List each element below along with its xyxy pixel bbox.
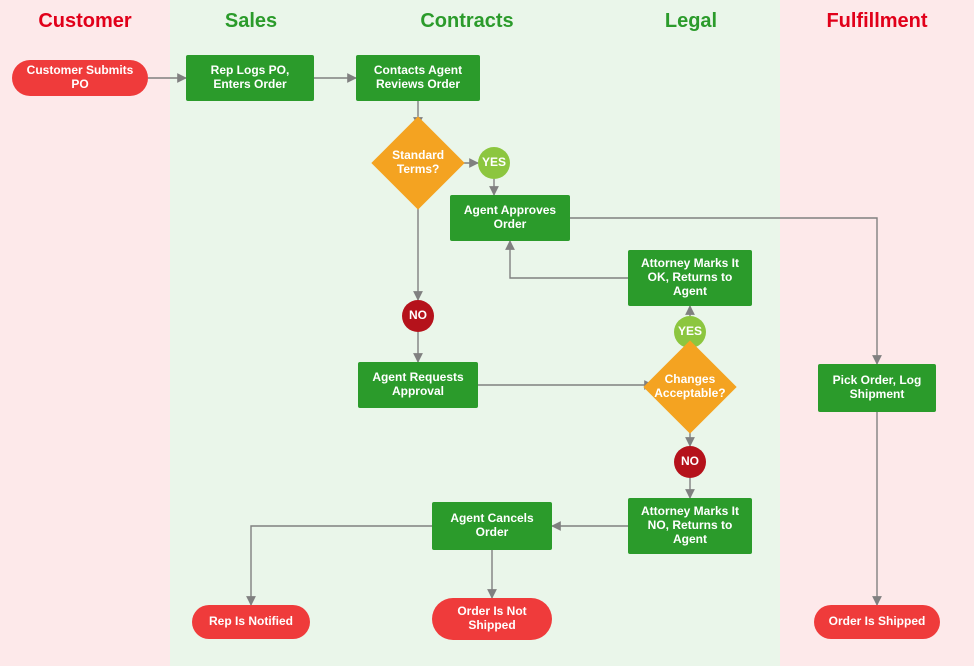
node-approves: Agent Approves Order	[450, 195, 570, 241]
node-label: Standard Terms?	[385, 149, 451, 177]
lane-customer: Customer	[0, 0, 170, 666]
lane-header-legal: Legal	[602, 0, 780, 44]
node-reqAppr: Agent Requests Approval	[358, 362, 478, 408]
node-review: Contacts Agent Reviews Order	[356, 55, 480, 101]
node-label: Changes Acceptable?	[654, 373, 725, 401]
lane-header-fulfillment: Fulfillment	[780, 0, 974, 44]
lane-header-sales: Sales	[170, 0, 332, 44]
swimlane-diagram: CustomerSalesContractsLegalFulfillment Cu…	[0, 0, 974, 666]
node-no2: NO	[674, 446, 706, 478]
lane-header-contracts: Contracts	[332, 0, 602, 44]
node-repLogs: Rep Logs PO, Enters Order	[186, 55, 314, 101]
node-yes1: YES	[478, 147, 510, 179]
node-cancel: Agent Cancels Order	[432, 502, 552, 550]
node-no1: NO	[402, 300, 434, 332]
node-start: Customer Submits PO	[12, 60, 148, 96]
node-pick: Pick Order, Log Shipment	[818, 364, 936, 412]
node-attNO: Attorney Marks It NO, Returns to Agent	[628, 498, 752, 554]
lane-fulfillment: Fulfillment	[780, 0, 974, 666]
node-shipped: Order Is Shipped	[814, 605, 940, 639]
node-notified: Rep Is Notified	[192, 605, 310, 639]
node-notShip: Order Is Not Shipped	[432, 598, 552, 640]
node-attOK: Attorney Marks It OK, Returns to Agent	[628, 250, 752, 306]
lane-header-customer: Customer	[0, 0, 170, 44]
